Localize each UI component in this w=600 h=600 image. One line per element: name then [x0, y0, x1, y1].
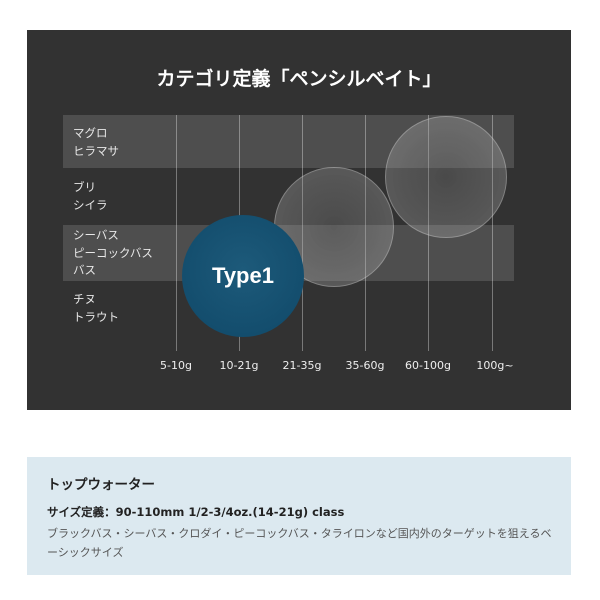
weight-tick: 100g~ [476, 359, 514, 372]
species-label: シイラ [73, 197, 108, 212]
type1-circle: Type1 [182, 215, 304, 337]
species-label: ピーコックバス [73, 245, 153, 260]
species-label: ヒラマサ [73, 143, 119, 158]
weight-tick: 21-35g [282, 359, 322, 372]
diagram-title: カテゴリ定義「ペンシルベイト」 [156, 68, 442, 90]
weight-tick: 35-60g [345, 359, 385, 372]
species-label: ブリ [73, 180, 96, 194]
species-label: シーバス [73, 228, 119, 242]
species-label: トラウト [73, 309, 119, 324]
weight-tick: 60-100g [405, 359, 451, 372]
species-label: マグロ [73, 126, 108, 140]
species-label: チヌ [73, 292, 96, 306]
size-definition: サイズ定義：90-110mm 1/2-3/4oz.(14-21g) class [47, 505, 345, 519]
row-label: チヌ トラウト [73, 291, 119, 326]
row-label: シーバス ピーコックバス バス [73, 227, 153, 280]
grid-line [176, 115, 177, 351]
description: ブラックバス・シーバス・クロダイ・ピーコックバス・タライロンなど国内外のターゲッ… [47, 527, 552, 559]
range-circle-large [385, 116, 507, 238]
category-diagram: カテゴリ定義「ペンシルベイト」 Type1 マグロ ヒラマサ ブリ シイラ シー… [27, 30, 571, 410]
info-title: トップウォーター [47, 477, 155, 493]
weight-tick: 5-10g [160, 359, 192, 372]
species-label: バス [73, 263, 96, 277]
type1-label: Type1 [212, 263, 274, 288]
weight-tick: 10-21g [219, 359, 259, 372]
row-label: マグロ ヒラマサ [73, 125, 119, 160]
grid-line [492, 115, 493, 351]
row-label: ブリ シイラ [73, 179, 108, 214]
info-box: トップウォーター サイズ定義：90-110mm 1/2-3/4oz.(14-21… [27, 457, 571, 575]
